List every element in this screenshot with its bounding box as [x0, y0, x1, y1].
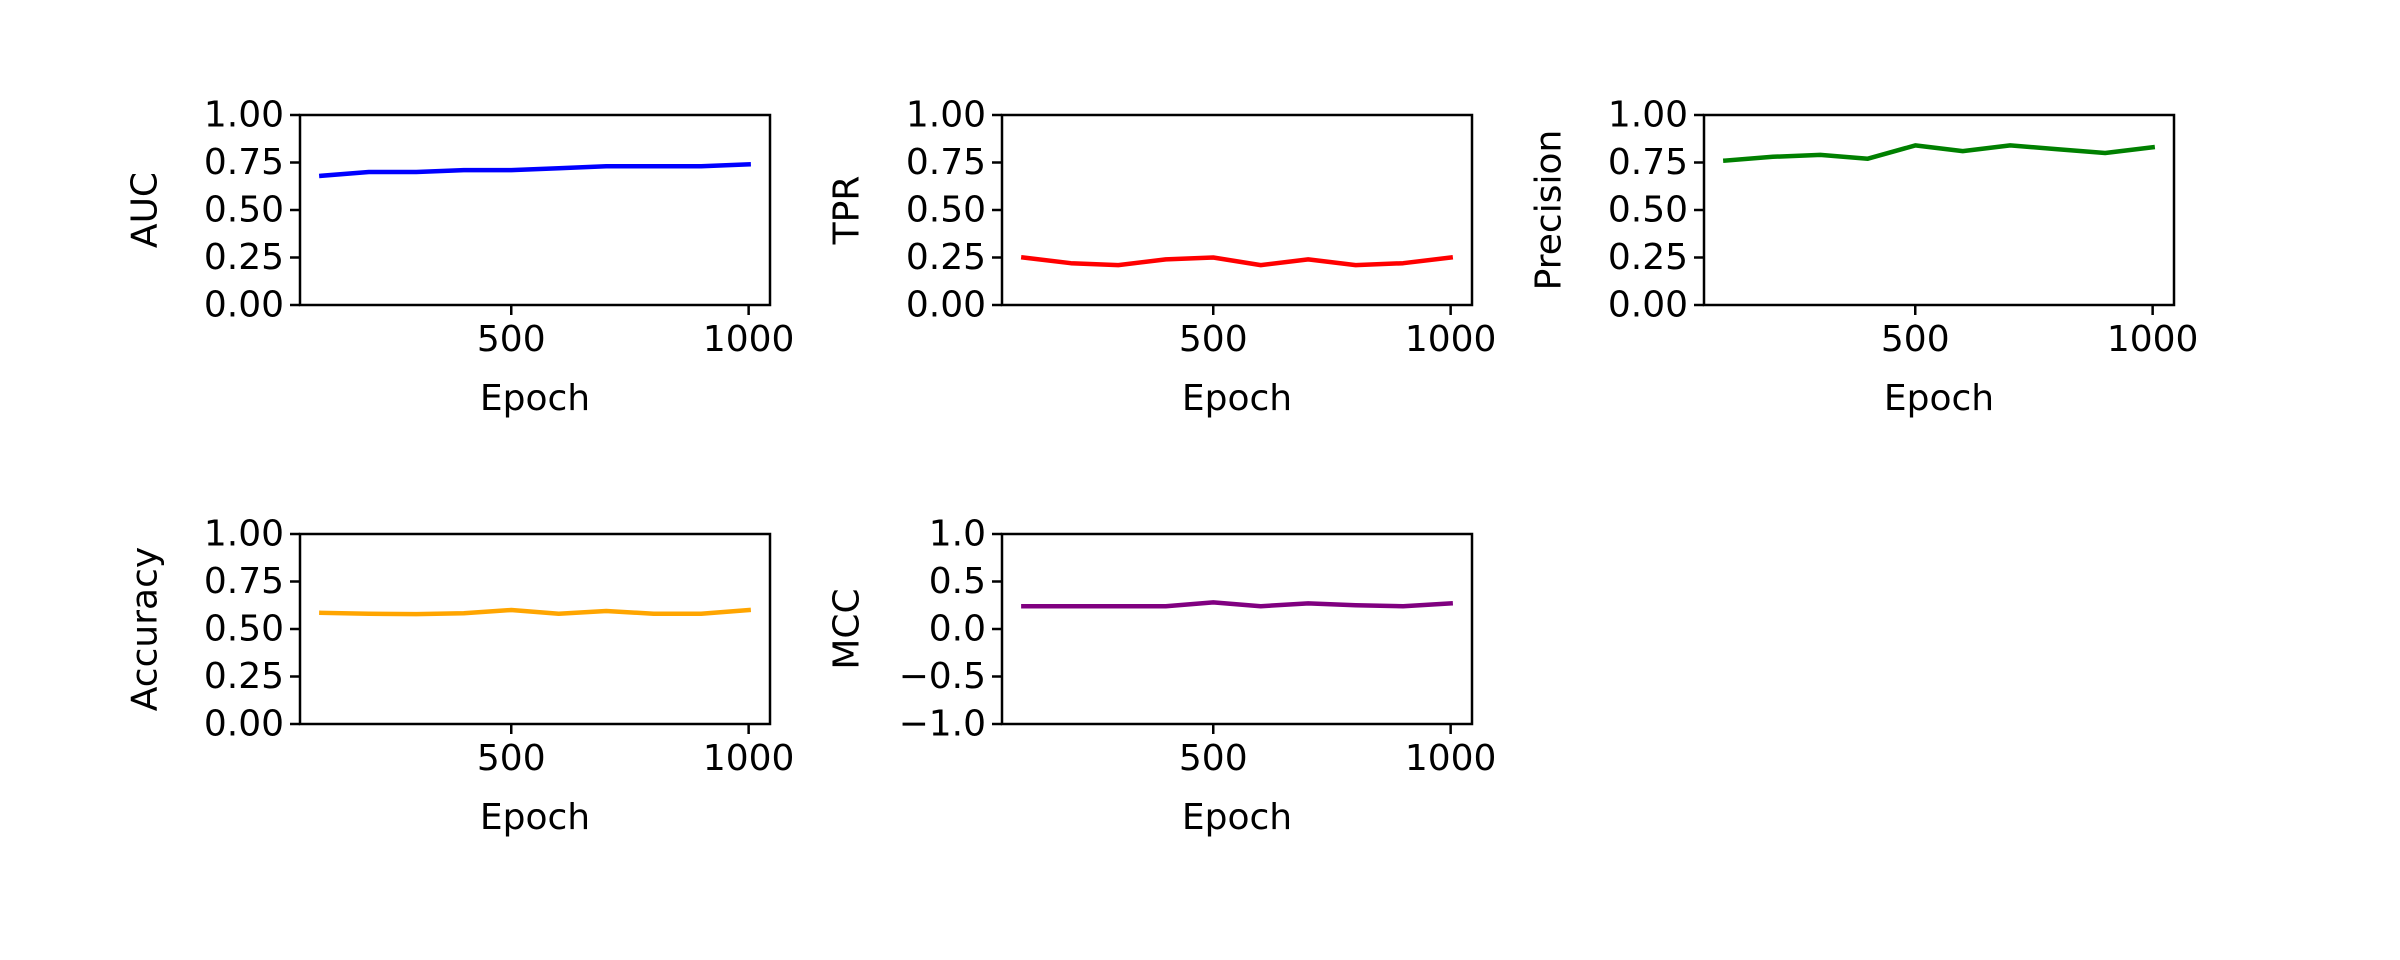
x-tick-label: 500 [1881, 319, 1950, 360]
x-axis-label: Epoch [480, 797, 590, 838]
x-tick-label: 500 [477, 319, 546, 360]
series-line-accuracy [319, 607, 752, 617]
y-tick-label: 0.50 [906, 190, 986, 231]
x-tick-label: 500 [477, 738, 546, 779]
y-tick-label: 0.25 [906, 237, 986, 278]
y-tick-label: 0.75 [906, 142, 986, 183]
y-tick-label: 0.0 [929, 609, 986, 650]
series-line-precision [1722, 143, 2156, 164]
x-tick-label: 500 [1179, 319, 1248, 360]
y-tick-label: −0.5 [899, 656, 986, 697]
x-axis-label: Epoch [1182, 797, 1292, 838]
series-line-auc [318, 162, 751, 179]
x-tick-label: 1000 [2107, 319, 2199, 360]
y-tick-label: 0.75 [204, 561, 284, 602]
y-tick-label: 0.00 [1608, 285, 1688, 326]
y-axis-label: AUC [125, 172, 166, 248]
y-axis-label: Precision [1529, 130, 1570, 291]
y-tick-label: 1.0 [929, 514, 986, 555]
x-tick-label: 1000 [1405, 738, 1497, 779]
y-tick-label: 0.50 [1608, 190, 1688, 231]
y-tick-label: 0.00 [204, 704, 284, 745]
y-tick-label: 1.00 [204, 95, 284, 136]
x-tick-label: 1000 [703, 319, 795, 360]
y-tick-label: 0.25 [1608, 237, 1688, 278]
y-axis-label: Accuracy [125, 547, 166, 711]
x-tick-label: 1000 [1405, 319, 1497, 360]
y-tick-label: 0.5 [929, 561, 986, 602]
y-tick-label: 0.25 [204, 237, 284, 278]
y-tick-label: 0.25 [204, 656, 284, 697]
y-tick-label: −1.0 [899, 704, 986, 745]
subplot-mcc: −1.0 −0.5 0.0 0.5 1.0 500 1000 Epoch MCC [827, 514, 1497, 839]
subplot-auc: 0.00 0.25 0.50 0.75 1.00 500 1000 Epoch AUC [125, 95, 795, 420]
y-axis-label: TPR [827, 176, 868, 246]
y-axis-label: MCC [827, 588, 868, 669]
x-axis-label: Epoch [1182, 378, 1292, 419]
x-tick-label: 500 [1179, 738, 1248, 779]
y-tick-label: 0.50 [204, 190, 284, 231]
y-tick-label: 0.00 [906, 285, 986, 326]
x-axis-label: Epoch [480, 378, 590, 419]
subplot-tpr: 0.00 0.25 0.50 0.75 1.00 500 1000 Epoch TPR [827, 95, 1497, 420]
y-tick-label: 0.75 [204, 142, 284, 183]
series-line-mcc [1021, 600, 1454, 609]
y-tick-label: 0.50 [204, 609, 284, 650]
y-tick-label: 1.00 [906, 95, 986, 136]
y-tick-label: 1.00 [204, 514, 284, 555]
x-tick-label: 1000 [703, 738, 795, 779]
y-tick-label: 1.00 [1608, 95, 1688, 136]
x-axis-label: Epoch [1884, 378, 1994, 419]
series-line-tpr [1020, 254, 1454, 268]
subplot-accuracy: 0.00 0.25 0.50 0.75 1.00 500 1000 Epoch Accuracy [125, 514, 795, 839]
y-tick-label: 0.00 [204, 285, 284, 326]
y-tick-label: 0.75 [1608, 142, 1688, 183]
subplot-precision: 0.00 0.25 0.50 0.75 1.00 500 1000 Epoch Precisio… [1529, 95, 2199, 420]
